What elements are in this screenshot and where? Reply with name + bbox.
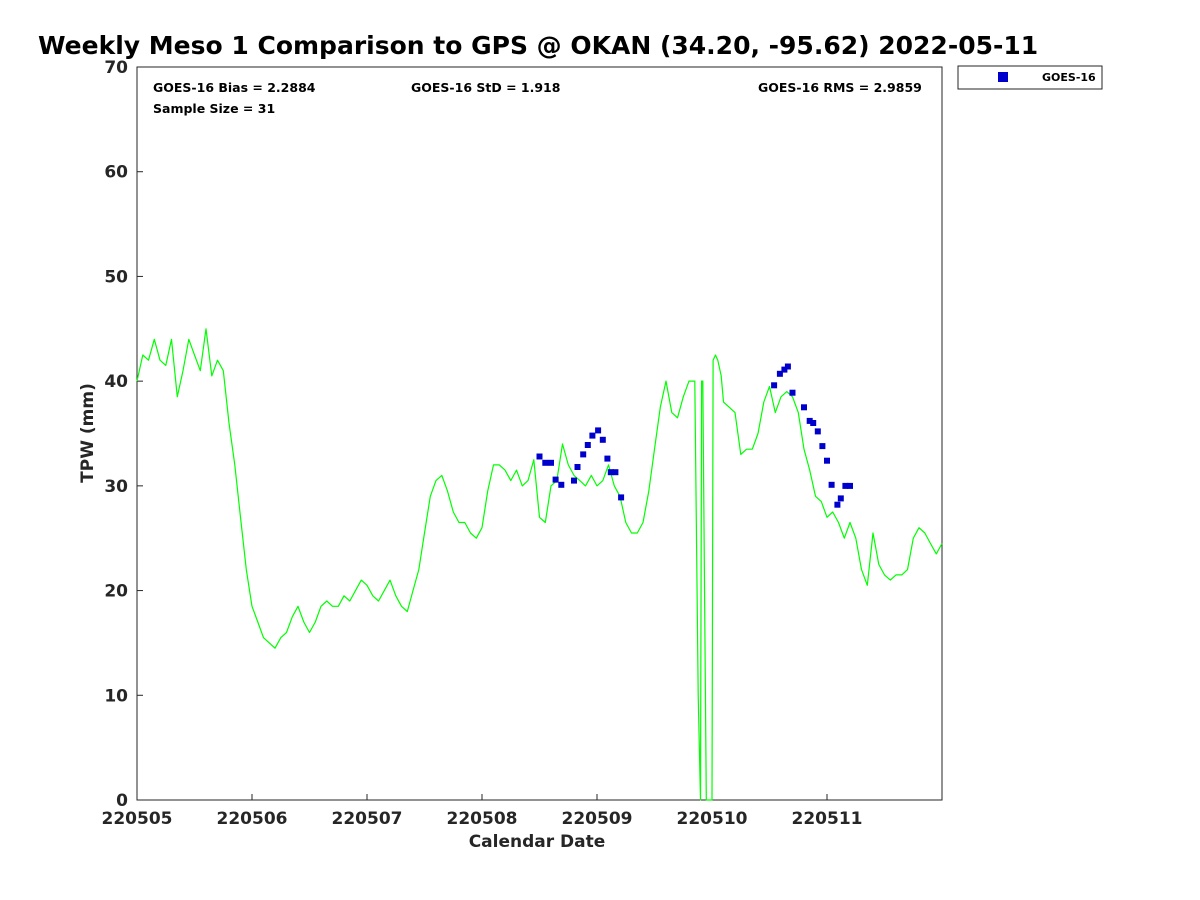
goes-16-point [834, 501, 841, 508]
goes-16-point [771, 382, 778, 389]
y-tick-label: 10 [104, 686, 128, 706]
goes-16-point [589, 432, 596, 439]
goes-16-point [784, 363, 791, 370]
goes-16-point [580, 451, 587, 458]
goes-16-point [842, 482, 849, 489]
goes-16-point [801, 404, 807, 411]
goes-16-point [574, 464, 581, 470]
y-tick-label: 60 [104, 163, 128, 183]
y-axis-label: TPW (mm) [78, 383, 98, 483]
goes-16-point [542, 459, 549, 466]
x-tick-label: 220510 [677, 809, 748, 829]
goes-16-point [584, 442, 591, 448]
goes-16-point [548, 459, 554, 466]
goes-16-point [536, 453, 543, 460]
y-tick-label: 70 [104, 58, 128, 78]
x-tick-label: 220505 [102, 809, 173, 829]
goes-16-point [776, 370, 783, 377]
goes-16-point [837, 495, 844, 502]
goes-16-point [847, 482, 853, 489]
gps-series [136, 328, 943, 801]
legend-box [957, 65, 1103, 90]
legend: GOES-16 [957, 65, 1103, 90]
y-tick-label: 50 [104, 267, 128, 287]
chart-title: Weekly Meso 1 Comparison to GPS @ OKAN (… [38, 31, 1038, 60]
goes-16-point [781, 366, 788, 373]
goes-16-series [536, 363, 853, 508]
x-tick-label: 220507 [332, 809, 403, 829]
goes-16-point [571, 477, 577, 484]
bias-stat: GOES-16 Bias = 2.2884 [153, 80, 316, 95]
x-axis-label: Calendar Date [469, 832, 606, 852]
goes-16-point [819, 443, 826, 450]
y-tick-label: 30 [104, 477, 128, 497]
sample-size-stat: Sample Size = 31 [153, 101, 275, 116]
goes-16-point [552, 476, 559, 483]
legend-label: GOES-16 [1042, 71, 1096, 84]
y-tick-label: 20 [104, 582, 128, 602]
std-stat: GOES-16 StD = 1.918 [411, 80, 560, 95]
goes-16-point [824, 457, 830, 464]
y-tick-label: 40 [104, 372, 128, 392]
goes-16-point [814, 428, 821, 435]
x-tick-label: 220508 [447, 809, 518, 829]
goes-16-point [612, 469, 619, 476]
goes-16-point [810, 420, 817, 426]
goes-16-point [806, 417, 813, 424]
y-axis: 0 10 20 30 40 50 60 70 [104, 58, 143, 811]
goes-16-point [789, 389, 796, 396]
x-tick-label: 220506 [217, 809, 288, 829]
x-tick-label: 220509 [562, 809, 633, 829]
plot-area-frame [136, 66, 943, 801]
goes-16-point [599, 436, 606, 443]
goes-16-point [618, 494, 625, 501]
rms-stat: GOES-16 RMS = 2.9859 [758, 80, 922, 95]
legend-marker [998, 72, 1008, 82]
goes-16-point [595, 427, 602, 434]
goes-16-point [607, 469, 614, 476]
goes-16-point [828, 481, 835, 488]
goes-16-point [558, 481, 565, 488]
goes-16-point [604, 455, 611, 462]
x-axis: 220505 220506 220507 220508 220509 220510 2205… [102, 794, 863, 829]
x-tick-label: 220511 [792, 809, 863, 829]
y-tick-label: 0 [116, 791, 128, 811]
gps-line [136, 328, 943, 801]
